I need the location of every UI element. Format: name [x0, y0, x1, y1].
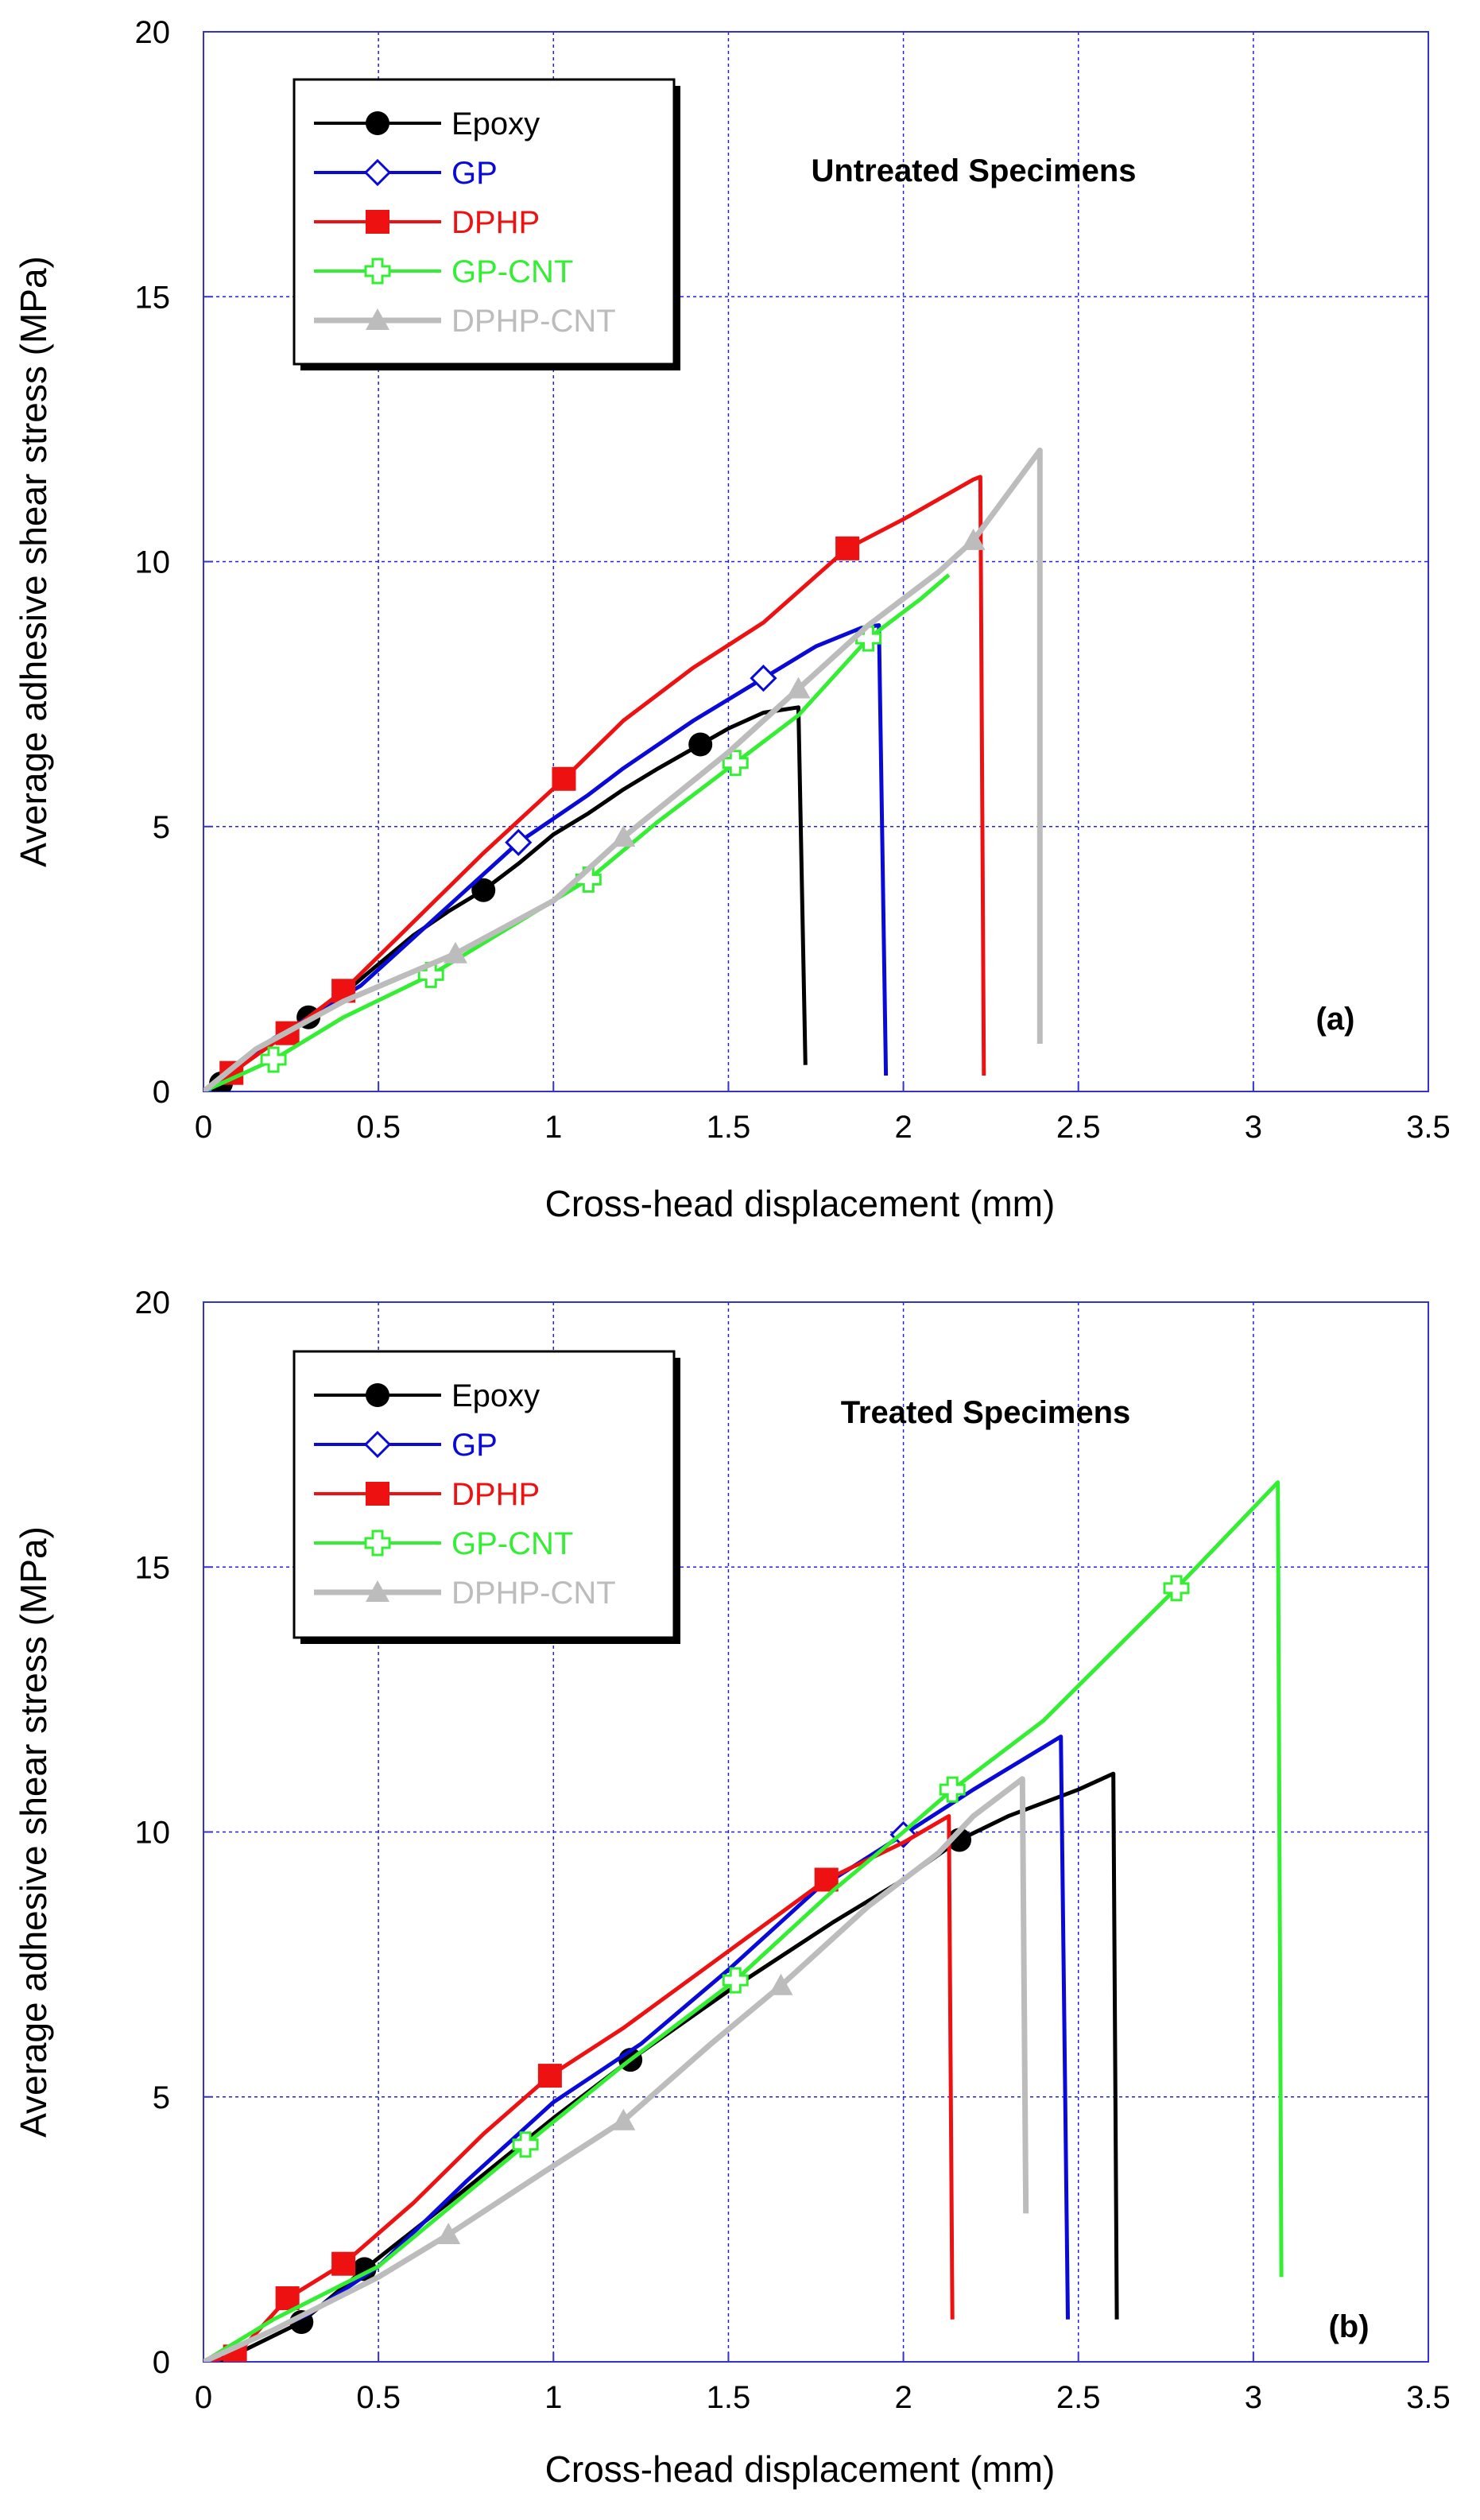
- panel-label: (a): [1316, 1002, 1355, 1037]
- x-tick-label: 2: [894, 2380, 912, 2415]
- series-group: [203, 448, 1043, 1091]
- data-point-gp: [505, 828, 533, 856]
- data-point-dphp-cnt: [961, 528, 986, 550]
- data-point-dphp-cnt: [769, 1973, 793, 1995]
- data-point-dphp-cnt: [444, 941, 468, 963]
- panel-label: (b): [1328, 2309, 1369, 2344]
- x-tick-label: 0.5: [356, 1110, 401, 1145]
- data-point-gp-cnt: [512, 2131, 539, 2158]
- data-point-dphp: [331, 2251, 356, 2276]
- data-point-epoxy: [471, 878, 496, 902]
- x-tick-label: 0.5: [356, 2380, 401, 2415]
- y-axis-title: Average adhesive shear stress (MPa): [13, 1526, 54, 2138]
- legend-marker-dphp-cnt: [366, 1580, 389, 1602]
- chart-panel-b: 0 0.5 1 1.5 2 2.5 3 3.5 0 5 10 15 20 Cross-head displ…: [13, 1285, 1451, 2490]
- x-tick-label: 3: [1245, 2380, 1262, 2415]
- legend: Epoxy GP DPHP GP-CNT DPHP-CNT: [293, 78, 680, 370]
- y-tick-label: 20: [135, 15, 171, 50]
- legend-marker-epoxy: [366, 111, 389, 135]
- x-tick-label: 1.5: [707, 2380, 751, 2415]
- x-tick-label: 1: [544, 1110, 562, 1145]
- y-tick-label: 10: [135, 1816, 171, 1851]
- x-tick-label: 3.5: [1406, 2380, 1451, 2415]
- x-axis-title: Cross-head displacement (mm): [545, 1183, 1056, 1224]
- legend-marker-dphp: [366, 210, 389, 234]
- y-tick-label: 20: [135, 1285, 171, 1320]
- y-tick-label: 0: [153, 1075, 170, 1110]
- data-point-gp-cnt: [722, 1967, 749, 1994]
- legend-marker-gp: [363, 158, 392, 187]
- legend-box: [293, 78, 676, 366]
- data-point-dphp-cnt: [611, 2108, 636, 2130]
- x-tick-label: 3.5: [1406, 1110, 1451, 1145]
- x-tick-label: 2.5: [1056, 1110, 1101, 1145]
- data-point-epoxy: [688, 732, 713, 757]
- legend-label-gp-cnt: GP-CNT: [451, 1526, 573, 1561]
- x-tick-label: 2: [894, 1110, 912, 1145]
- y-tick-label: 10: [135, 545, 171, 580]
- data-point-dphp: [835, 536, 860, 560]
- y-tick-label: 15: [135, 1550, 171, 1585]
- legend-label-epoxy: Epoxy: [451, 107, 540, 142]
- data-point-dphp: [537, 2064, 562, 2088]
- y-tick-label: 0: [153, 2345, 170, 2380]
- series-group: [203, 1480, 1284, 2362]
- legend-label-epoxy: Epoxy: [451, 1378, 540, 1413]
- legend-label-gp: GP: [451, 1428, 498, 1463]
- y-tick-label: 5: [153, 2080, 170, 2115]
- chart-annotation: Untreated Specimens: [811, 153, 1136, 188]
- y-axis-title: Average adhesive shear stress (MPa): [13, 256, 54, 867]
- x-tick-label: 0: [195, 1110, 212, 1145]
- legend-label-dphp-cnt: DPHP-CNT: [451, 304, 616, 339]
- y-tick-label: 15: [135, 280, 171, 315]
- legend-marker-gp-cnt: [364, 1529, 391, 1557]
- x-tick-label: 2.5: [1056, 2380, 1101, 2415]
- data-point-dphp-cnt: [436, 2223, 461, 2245]
- x-tick-label: 1.5: [707, 1110, 751, 1145]
- legend-label-dphp-cnt: DPHP-CNT: [451, 1576, 616, 1611]
- series-line-gp-cnt: [203, 573, 951, 1091]
- y-tick-label: 5: [153, 810, 170, 845]
- data-point-gp-cnt: [260, 1046, 287, 1073]
- legend-label-gp-cnt: GP-CNT: [451, 254, 573, 289]
- data-point-dphp: [552, 766, 576, 791]
- legend-marker-gp-cnt: [364, 258, 391, 285]
- legend-label-gp: GP: [451, 156, 498, 191]
- legend-label-dphp: DPHP: [451, 205, 540, 240]
- data-point-gp-cnt: [1163, 1575, 1190, 1602]
- legend-label-dphp: DPHP: [451, 1477, 540, 1512]
- data-point-gp-cnt: [939, 1776, 966, 1803]
- series-line-dphp-cnt: [203, 1776, 1029, 2362]
- data-point-gp-cnt: [575, 866, 602, 893]
- legend-marker-dphp: [366, 1482, 389, 1506]
- legend-marker-gp: [363, 1430, 392, 1459]
- legend-marker-dphp-cnt: [366, 308, 389, 330]
- x-tick-label: 3: [1245, 1110, 1262, 1145]
- data-point-dphp-cnt: [786, 677, 811, 699]
- legend-marker-epoxy: [366, 1383, 389, 1407]
- x-tick-label: 0: [195, 2380, 212, 2415]
- legend: Epoxy GP DPHP GP-CNT DPHP-CNT: [293, 1350, 680, 1644]
- x-tick-label: 1: [544, 2380, 562, 2415]
- chart-panel-a: 0 0.5 1 1.5 2 2.5 3 3.5 0 5 10 15 20 Cross-head displ…: [13, 15, 1451, 1224]
- chart-annotation: Treated Specimens: [841, 1395, 1131, 1430]
- data-point-dphp-cnt: [611, 825, 636, 847]
- x-axis-title: Cross-head displacement (mm): [545, 2448, 1056, 2490]
- data-point-gp: [750, 665, 777, 692]
